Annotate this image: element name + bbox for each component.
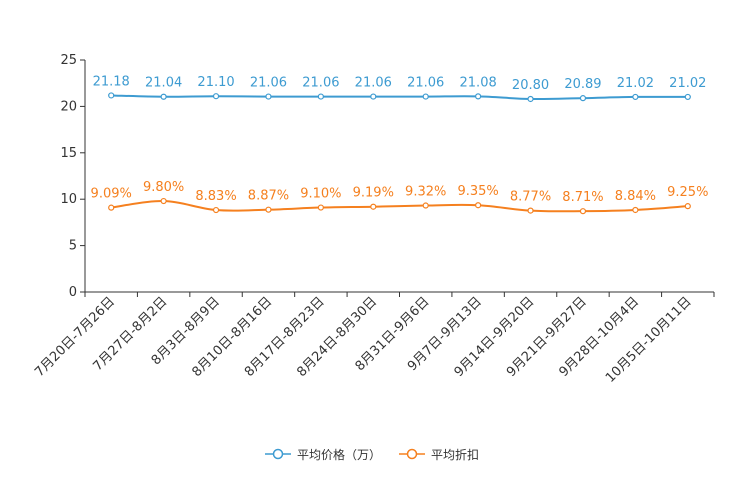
data-label: 21.10: [197, 75, 234, 90]
data-label: 9.80%: [143, 180, 184, 195]
chart-legend: 平均价格（万） 平均折扣: [0, 444, 744, 464]
data-label: 9.32%: [405, 185, 446, 200]
y-tick-label: 20: [60, 99, 77, 114]
data-label: 8.83%: [195, 189, 236, 204]
data-label: 21.06: [355, 76, 392, 91]
data-point: [108, 204, 115, 211]
data-label: 9.25%: [667, 185, 708, 200]
data-label: 9.35%: [457, 184, 498, 199]
data-label: 21.06: [407, 76, 444, 91]
y-tick-label: 10: [60, 192, 77, 207]
data-point: [317, 204, 324, 211]
data-label: 21.18: [93, 74, 130, 89]
chart-series: 21.18 21.04 21.10 21.06 21.06 21.06 21.06 21.08…: [91, 74, 708, 215]
data-point: [370, 203, 377, 210]
data-point: [475, 93, 482, 100]
data-label: 21.02: [669, 76, 706, 91]
legend-label: 平均价格（万）: [296, 447, 381, 462]
data-point: [632, 93, 639, 101]
data-point: [265, 206, 272, 213]
chart-axes: 05101520257月20日-7月26日7月27日-8月2日8月3日-8月9日…: [32, 53, 715, 386]
data-point: [475, 202, 482, 209]
data-point: [684, 93, 691, 101]
y-tick-label: 0: [69, 285, 77, 300]
legend-line-circle-icon: [399, 448, 425, 460]
legend-line-circle-icon: [264, 448, 291, 460]
data-label: 21.06: [302, 76, 339, 91]
data-point: [579, 95, 587, 102]
data-point: [160, 93, 167, 100]
data-point: [632, 206, 639, 214]
data-label: 21.08: [460, 75, 497, 90]
data-label: 8.71%: [562, 190, 603, 205]
y-tick-label: 5: [69, 239, 77, 254]
data-point: [527, 95, 534, 103]
y-tick-label: 25: [60, 53, 77, 68]
series-2: 9.09% 9.80% 8.83% 8.87% 9.10% 9.19% 9.32% 9.35%…: [91, 180, 708, 215]
series-1: 21.18 21.04 21.10 21.06 21.06 21.06 21.06 21.08…: [93, 74, 706, 103]
data-label: 9.19%: [353, 186, 394, 201]
data-label: 9.09%: [91, 187, 132, 202]
legend-label: 平均折扣: [431, 447, 480, 462]
series-line: [111, 94, 688, 101]
data-label: 20.80: [512, 78, 549, 93]
data-point: [422, 202, 429, 209]
data-label: 21.02: [617, 76, 654, 91]
legend-item[interactable]: 平均折扣: [399, 446, 479, 463]
data-point: [422, 93, 429, 100]
data-point: [317, 93, 324, 100]
series-line: [111, 200, 688, 213]
data-point: [370, 93, 377, 100]
data-label: 20.89: [564, 77, 601, 92]
data-label: 9.10%: [300, 187, 341, 202]
data-point: [579, 208, 587, 215]
data-label: 21.06: [250, 76, 287, 91]
line-chart: 05101520257月20日-7月26日7月27日-8月2日8月3日-8月9日…: [32, 53, 715, 386]
data-label: 8.77%: [510, 190, 551, 205]
data-point: [684, 203, 691, 210]
data-point: [265, 93, 272, 100]
legend-item[interactable]: 平均价格（万）: [264, 446, 381, 463]
data-point: [160, 197, 167, 205]
data-point: [527, 207, 534, 214]
data-label: 21.04: [145, 76, 182, 91]
data-label: 8.87%: [248, 189, 289, 204]
data-label: 8.84%: [615, 189, 656, 204]
y-tick-label: 15: [60, 146, 77, 161]
data-point: [212, 206, 220, 214]
data-point: [108, 92, 115, 99]
data-point: [212, 93, 220, 100]
